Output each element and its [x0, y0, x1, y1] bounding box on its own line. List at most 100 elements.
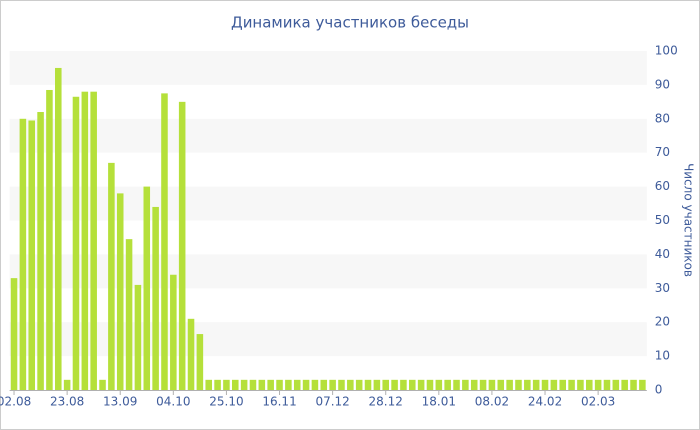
bar [586, 379, 593, 390]
bar [479, 379, 487, 390]
bar [524, 379, 531, 390]
bar [453, 379, 460, 390]
x-tick-label: 28.12 [369, 395, 403, 409]
bar [170, 274, 177, 390]
bar [462, 379, 469, 390]
y-tick-label: 40 [655, 247, 670, 261]
x-tick-label: 07.12 [315, 395, 349, 409]
x-tick-label: 08.02 [475, 395, 509, 409]
bar [355, 379, 363, 390]
bar [187, 318, 195, 390]
bar [81, 91, 89, 391]
bar [364, 379, 372, 390]
bar [63, 379, 71, 390]
bar [568, 379, 575, 390]
bar [373, 379, 381, 390]
bar [258, 379, 266, 390]
bar [329, 379, 336, 390]
bar [577, 379, 584, 390]
bar [639, 379, 646, 390]
bar [409, 379, 416, 390]
bar [435, 379, 443, 390]
bar [515, 379, 522, 390]
x-tick-label: 24.02 [528, 395, 562, 409]
y-tick-label: 20 [655, 315, 670, 329]
chart-title: Динамика участников беседы [231, 14, 469, 32]
bar [46, 89, 53, 391]
bar [249, 379, 257, 390]
bar [178, 101, 186, 390]
bar [10, 278, 18, 390]
y-tick-label: 30 [655, 281, 670, 295]
bar [612, 379, 620, 390]
bar [497, 379, 505, 390]
bar [55, 67, 62, 390]
x-tick-label: 02.08 [0, 395, 31, 409]
bar [541, 379, 549, 390]
y-tick-label: 50 [655, 213, 670, 227]
bar [603, 379, 611, 390]
y-tick-label: 10 [655, 349, 670, 363]
bar [19, 118, 27, 391]
bar [594, 379, 602, 390]
x-tick-label: 18.01 [422, 395, 456, 409]
bar [196, 334, 204, 390]
bar [214, 379, 221, 390]
bar [90, 91, 97, 391]
bar [550, 379, 558, 390]
bar [470, 379, 478, 390]
bar [506, 379, 513, 390]
bar [302, 379, 310, 390]
bar [276, 379, 283, 390]
bar [152, 206, 159, 390]
bar [285, 379, 292, 390]
y-tick-label: 100 [655, 44, 678, 58]
bar [99, 379, 106, 390]
bar [37, 112, 44, 391]
bar [382, 379, 389, 390]
bar [630, 379, 637, 390]
x-tick-label: 23.08 [50, 395, 84, 409]
x-tick-label: 25.10 [209, 395, 243, 409]
bar [391, 379, 398, 390]
bar [267, 379, 274, 390]
bar [72, 96, 80, 390]
x-tick-label: 04.10 [156, 395, 190, 409]
bar [311, 379, 319, 390]
bar [347, 379, 354, 390]
bar [205, 379, 212, 390]
bar [223, 379, 230, 390]
x-tick-label: 13.09 [103, 395, 137, 409]
x-tick-label: 02.03 [581, 395, 615, 409]
bar [161, 93, 168, 390]
bar [559, 379, 566, 390]
bar [621, 379, 628, 390]
y-tick-label: 70 [655, 145, 670, 159]
y-tick-label: 90 [655, 77, 670, 91]
bar [108, 162, 115, 390]
bar [444, 379, 451, 390]
grid-band [9, 118, 647, 153]
bar [320, 379, 328, 390]
bar [338, 379, 345, 390]
grid-band [9, 51, 647, 85]
bar [116, 193, 124, 390]
grid-band [9, 254, 647, 289]
bar [240, 379, 248, 390]
y-tick-label: 60 [655, 179, 670, 193]
grid-band [9, 186, 647, 221]
bar [417, 379, 425, 390]
x-tick-label: 16.11 [262, 395, 296, 409]
bar [134, 284, 142, 390]
bar [400, 379, 407, 390]
y-tick-label: 80 [655, 111, 670, 125]
y-axis-title: Число участников [682, 163, 696, 277]
bar [28, 120, 35, 391]
bar [426, 379, 434, 390]
bar [143, 186, 151, 390]
bar [532, 379, 540, 390]
bar [488, 379, 496, 390]
bar [293, 379, 301, 390]
bar [232, 379, 239, 390]
